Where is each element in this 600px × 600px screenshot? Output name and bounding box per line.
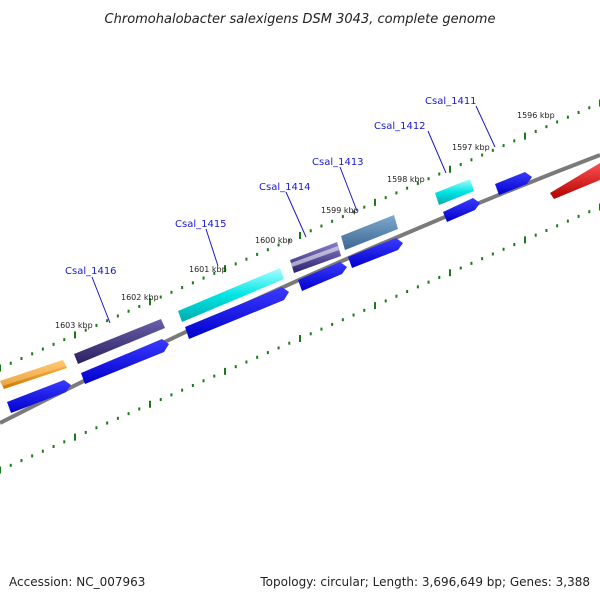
- genome-backbone: [0, 153, 600, 425]
- kbp-label-1601: 1601 kbp: [189, 265, 227, 274]
- cds-arrow[interactable]: [348, 238, 403, 268]
- gene-labels: Csal_1411 Csal_1412 Csal_1413 Csal_1414 …: [65, 96, 477, 277]
- gene-label-csal-1413[interactable]: Csal_1413: [312, 157, 364, 168]
- gene-label-csal-1414[interactable]: Csal_1414: [259, 182, 311, 193]
- outer-tick-ring: [0, 99, 600, 372]
- cds-arrow[interactable]: [298, 262, 347, 291]
- accession-text: Accession: NC_007963: [9, 575, 145, 589]
- forward-features: [0, 179, 474, 389]
- cds-arrow[interactable]: [443, 198, 480, 222]
- kbp-label-1600: 1600 kbp: [255, 236, 293, 245]
- gene-label-csal-1416[interactable]: Csal_1416: [65, 266, 117, 277]
- kbp-label-1602: 1602 kbp: [121, 293, 159, 302]
- gene-csal-1413[interactable]: [341, 215, 398, 250]
- gene-red-feature[interactable]: [550, 163, 600, 199]
- cds-arrow[interactable]: [185, 287, 289, 339]
- gene-label-csal-1412[interactable]: Csal_1412: [374, 121, 426, 132]
- gene-csal-1416[interactable]: [74, 319, 165, 364]
- kbp-label-1599: 1599 kbp: [321, 206, 359, 215]
- kbp-label-1596: 1596 kbp: [517, 111, 555, 120]
- kbp-labels: 1596 kbp 1597 kbp 1598 kbp 1599 kbp 1600…: [55, 111, 555, 330]
- map-title: Chromohalobacter salexigens DSM 3043, co…: [105, 12, 496, 27]
- gene-label-csal-1415[interactable]: Csal_1415: [175, 219, 227, 230]
- kbp-label-1598: 1598 kbp: [387, 175, 425, 184]
- cds-arrow[interactable]: [495, 172, 532, 195]
- gene-csal-1415[interactable]: [178, 268, 284, 322]
- kbp-label-1597: 1597 kbp: [452, 143, 490, 152]
- gene-label-csal-1411[interactable]: Csal_1411: [425, 96, 477, 107]
- genome-summary-text: Topology: circular; Length: 3,696,649 bp…: [259, 575, 590, 589]
- cds-arrow[interactable]: [81, 339, 169, 384]
- cds-arrow[interactable]: [7, 380, 71, 413]
- gene-csal-1412[interactable]: [435, 179, 474, 205]
- kbp-label-1603: 1603 kbp: [55, 321, 93, 330]
- gene-label-lines: [91, 105, 496, 324]
- cds-features: [7, 172, 532, 413]
- inner-tick-ring: [0, 203, 600, 474]
